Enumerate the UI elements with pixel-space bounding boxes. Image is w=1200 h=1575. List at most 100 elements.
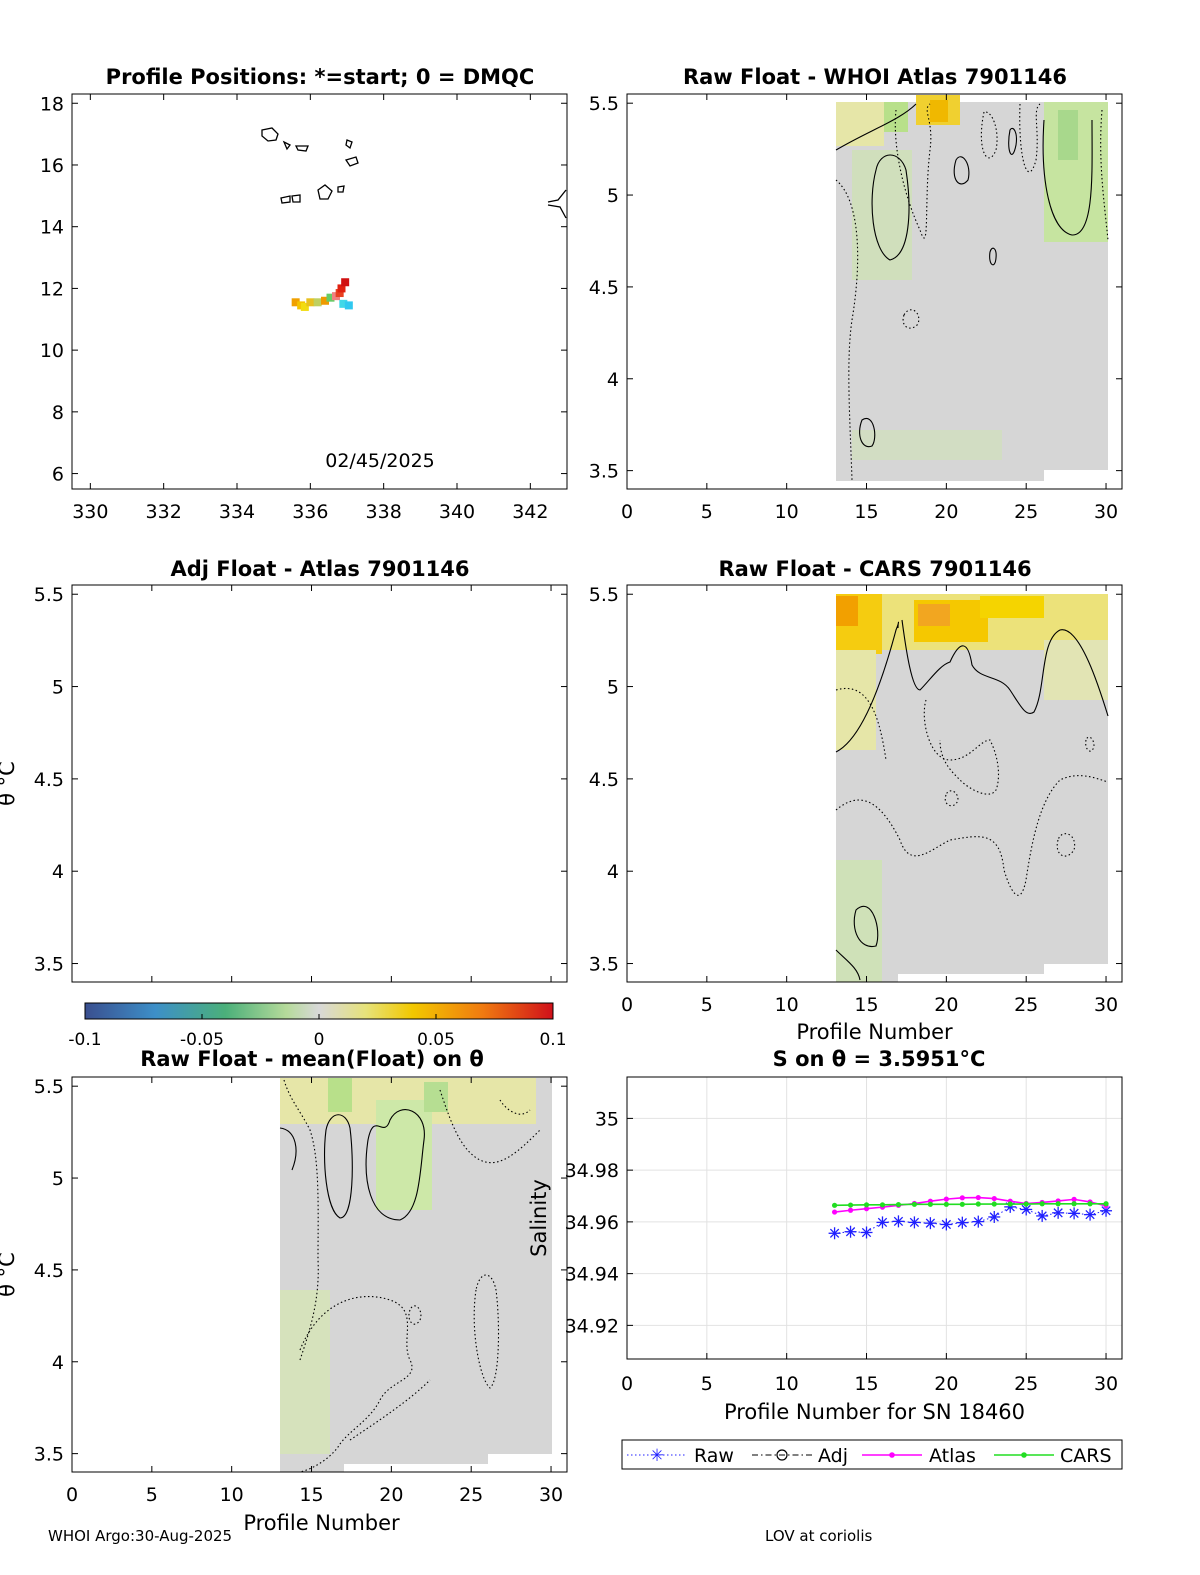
track-points (291, 278, 353, 311)
salinity-line-raw (834, 1206, 1107, 1234)
raw-cars-ytick-label: 4 (607, 861, 619, 883)
salinity-point-atlas (975, 1194, 981, 1201)
salinity-ytick-label: 34.96 (565, 1212, 619, 1234)
positions-ytick-label: 10 (40, 340, 64, 362)
positions-frame (71, 93, 568, 490)
legend-cars-marker (1021, 1452, 1027, 1458)
colorbar-tick-label: -0.1 (68, 1030, 101, 1050)
salinity-point-raw (972, 1215, 985, 1228)
salinity-point-raw (1036, 1209, 1049, 1222)
salinity-grid (626, 1077, 1122, 1359)
salinity-point-raw (860, 1226, 873, 1239)
positions-panel: Profile Positions: *=start; 0 = DMQC 02/… (106, 65, 567, 472)
raw-atlas-dotted-contours (835, 103, 1109, 481)
salinity-title: S on θ = 3.5951°C (773, 1047, 986, 1071)
raw-atlas-xtick-label: 10 (775, 501, 799, 523)
legend-raw-marker: ✳ (650, 1446, 664, 1466)
adj-atlas-axes: 3.5 4 4.5 5 5.5 θ °C (0, 584, 568, 983)
adj-atlas-frame (71, 584, 568, 983)
salinity-xtick-label: 30 (1094, 1373, 1118, 1395)
salinity-point-cars (943, 1201, 949, 1207)
raw-mean-axes: 0 5 10 15 20 25 30 3.5 4 4.5 5 5.5 Profile Number θ °… (0, 1076, 568, 1535)
salinity-xtick-label: 20 (934, 1373, 958, 1395)
profile-position-marker (339, 299, 348, 308)
raw-mean-ytick-label: 4 (52, 1352, 64, 1374)
salinity-xtick-label: 25 (1014, 1373, 1038, 1395)
salinity-xtick-label: 10 (775, 1373, 799, 1395)
raw-atlas-xtick-label: 15 (854, 501, 878, 523)
profile-position-marker (341, 278, 350, 287)
salinity-point-cars (1007, 1201, 1013, 1207)
raw-cars-xtick-label: 25 (1014, 994, 1038, 1016)
raw-mean-frame (71, 1076, 568, 1473)
profile-position-marker (335, 289, 344, 298)
raw-atlas-ytick-label: 5 (607, 185, 619, 207)
salinity-point-raw (876, 1216, 889, 1229)
raw-atlas-xtick-label: 5 (701, 501, 713, 523)
salinity-point-cars (959, 1201, 965, 1207)
profile-position-marker (326, 293, 335, 302)
salinity-point-cars (895, 1201, 902, 1208)
colorbar-tick-label: 0 (314, 1030, 325, 1050)
salinity-point-raw (1100, 1204, 1113, 1217)
positions-ytick-label: 14 (40, 217, 64, 239)
profile-position-marker (306, 298, 315, 307)
axes-layer: 330 332 334 336 338 340 342 6 8 10 12 14 16 18 0 5 10 15 2… (0, 93, 1123, 1535)
salinity-point-atlas (847, 1207, 854, 1213)
raw-cars-xlabel: Profile Number (796, 1020, 953, 1044)
raw-atlas-panel: Raw Float - WHOI Atlas 7901146 (683, 65, 1109, 482)
raw-mean-xtick-label: 25 (459, 1484, 483, 1506)
raw-mean-xlabel: Profile Number (243, 1511, 400, 1535)
salinity-point-cars (1071, 1201, 1077, 1207)
adj-atlas-ytick-label: 4.5 (34, 769, 64, 791)
positions-axes: 330 332 334 336 338 340 342 6 8 10 12 14 16 18 (40, 93, 568, 523)
salinity-point-cars (1039, 1201, 1045, 1207)
salinity-ytick-label: 34.98 (565, 1160, 619, 1182)
adj-atlas-ytick-label: 5.5 (34, 584, 64, 606)
salinity-point-cars (831, 1202, 838, 1208)
raw-atlas-xtick-label: 30 (1094, 501, 1118, 523)
salinity-point-cars (1103, 1201, 1109, 1207)
salinity-point-cars (879, 1202, 886, 1208)
salinity-point-atlas (831, 1209, 838, 1215)
raw-mean-xtick-label: 5 (146, 1484, 158, 1506)
footer-left: WHOI Argo:30-Aug-2025 (48, 1527, 233, 1545)
salinity-line-atlas (834, 1196, 1107, 1213)
raw-mean-ytick-label: 3.5 (34, 1444, 64, 1466)
raw-mean-dotted-contours (283, 1079, 541, 1473)
salinity-point-atlas (1071, 1196, 1077, 1202)
raw-cars-ytick-label: 5 (607, 677, 619, 699)
salinity-point-cars (1055, 1201, 1061, 1207)
salinity-xlabel: Profile Number for SN 18460 (724, 1400, 1025, 1424)
salinity-point-cars (847, 1202, 854, 1208)
salinity-xtick-label: 5 (701, 1373, 713, 1395)
raw-mean-panel: Raw Float - mean(Float) on θ (140, 1047, 552, 1473)
raw-cars-contours (835, 619, 1109, 981)
raw-mean-xtick-label: 20 (379, 1484, 403, 1506)
raw-atlas-title: Raw Float - WHOI Atlas 7901146 (683, 65, 1067, 89)
positions-ytick-label: 16 (40, 155, 64, 177)
raw-cars-xtick-label: 15 (854, 994, 878, 1016)
salinity-point-cars (1087, 1201, 1093, 1207)
salinity-legend: ✳ Raw Adj Atlas CARS (621, 1439, 1123, 1470)
legend-atlas-label: Atlas (929, 1445, 976, 1467)
salinity-line-cars (834, 1202, 1107, 1207)
adj-atlas-ytick-label: 3.5 (34, 954, 64, 976)
adj-atlas-title: Adj Float - Atlas 7901146 (170, 557, 469, 581)
colorbar: -0.1 -0.05 0 0.05 0.1 (68, 1002, 567, 1050)
raw-atlas-xtick-label: 0 (621, 501, 633, 523)
raw-cars-axes: 0 5 10 15 20 25 30 3.5 4 4.5 5 5.5 Profile Number (589, 584, 1123, 1044)
salinity-ytick-label: 34.92 (565, 1315, 619, 1337)
raw-cars-panel: Raw Float - CARS 7901146 (718, 557, 1109, 982)
profile-position-marker (344, 301, 353, 310)
salinity-ytick-label: 35 (595, 1108, 619, 1130)
legend-atlas-marker (889, 1452, 895, 1458)
raw-atlas-ytick-label: 3.5 (589, 461, 619, 483)
positions-xtick-label: 340 (439, 501, 475, 523)
profile-position-marker (291, 298, 300, 307)
legend-adj-label: Adj (818, 1445, 848, 1467)
raw-cars-ytick-label: 5.5 (589, 584, 619, 606)
salinity-point-atlas (943, 1196, 949, 1202)
positions-ytick-label: 18 (40, 93, 64, 115)
salinity-point-raw (844, 1225, 857, 1238)
